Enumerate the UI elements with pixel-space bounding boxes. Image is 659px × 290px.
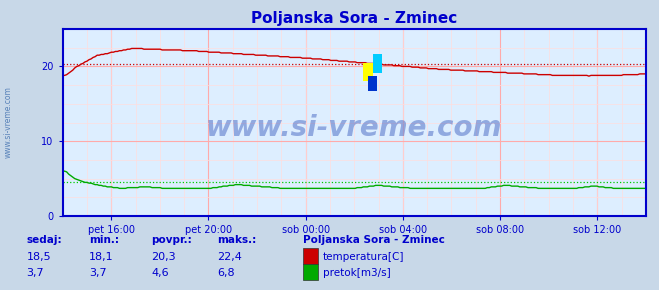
- Text: temperatura[C]: temperatura[C]: [323, 253, 405, 262]
- Text: 4,6: 4,6: [152, 269, 169, 278]
- Text: 18,1: 18,1: [89, 253, 113, 262]
- Text: 3,7: 3,7: [89, 269, 107, 278]
- Text: 3,7: 3,7: [26, 269, 44, 278]
- Text: 20,3: 20,3: [152, 253, 176, 262]
- Text: www.si-vreme.com: www.si-vreme.com: [206, 114, 502, 142]
- Text: min.:: min.:: [89, 235, 119, 245]
- Text: Poljanska Sora - Zminec: Poljanska Sora - Zminec: [303, 235, 445, 245]
- Text: www.si-vreme.com: www.si-vreme.com: [4, 86, 13, 158]
- FancyBboxPatch shape: [374, 55, 382, 73]
- Text: pretok[m3/s]: pretok[m3/s]: [323, 269, 391, 278]
- Text: 18,5: 18,5: [26, 253, 51, 262]
- Text: 22,4: 22,4: [217, 253, 243, 262]
- Title: Poljanska Sora - Zminec: Poljanska Sora - Zminec: [251, 11, 457, 26]
- Text: povpr.:: povpr.:: [152, 235, 192, 245]
- Text: sedaj:: sedaj:: [26, 235, 62, 245]
- FancyBboxPatch shape: [368, 76, 376, 91]
- Text: maks.:: maks.:: [217, 235, 257, 245]
- Text: 6,8: 6,8: [217, 269, 235, 278]
- FancyBboxPatch shape: [363, 63, 374, 81]
